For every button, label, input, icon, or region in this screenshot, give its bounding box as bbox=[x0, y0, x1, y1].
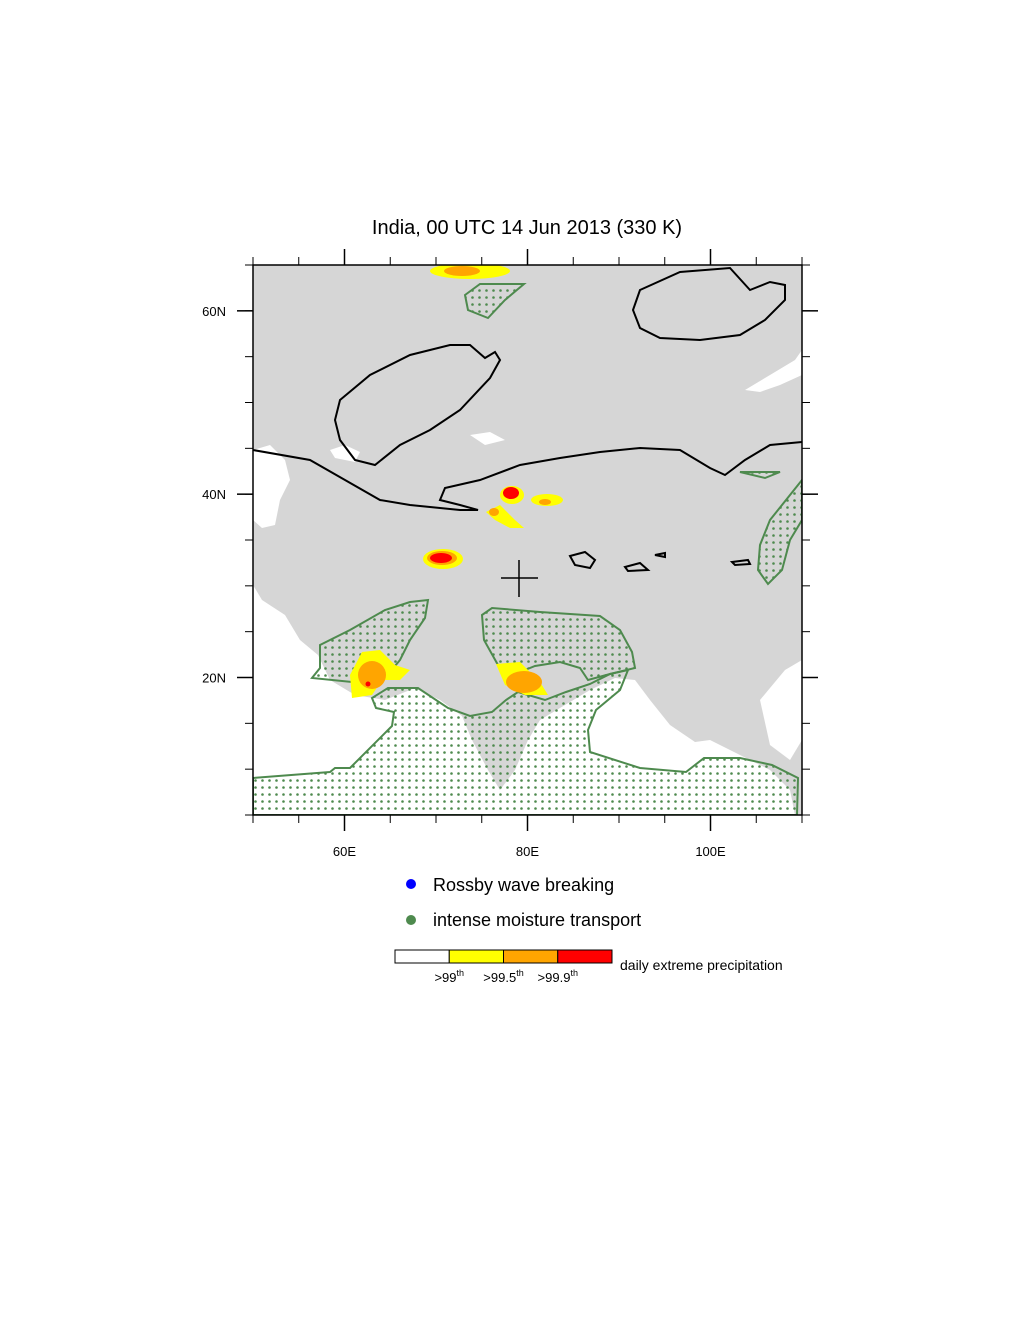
map-feature bbox=[430, 553, 452, 563]
map-feature bbox=[739, 471, 781, 480]
colorbar-box bbox=[503, 949, 559, 964]
x-tick-label: 100E bbox=[695, 844, 726, 859]
colorbar-label-base: >99.5 bbox=[483, 970, 516, 985]
map-feature bbox=[501, 560, 538, 597]
colorbar-label: >99th bbox=[434, 968, 464, 985]
x-tick-label: 80E bbox=[516, 844, 539, 859]
colorbar-title: daily extreme precipitation bbox=[620, 957, 783, 973]
map-feature bbox=[253, 445, 290, 528]
colorbar-box bbox=[557, 949, 613, 964]
colorbar-label-base: >99 bbox=[434, 970, 456, 985]
map-feature bbox=[365, 681, 371, 687]
colorbar-label-base: >99.9 bbox=[538, 970, 571, 985]
colorbar-label-sup: th bbox=[570, 968, 578, 978]
x-tick-label: 60E bbox=[333, 844, 356, 859]
colorbar-box bbox=[394, 949, 450, 964]
y-tick-label: 40N bbox=[202, 487, 226, 502]
map-feature bbox=[444, 266, 480, 276]
map-feature bbox=[253, 266, 802, 573]
map-feature bbox=[654, 551, 666, 559]
map-feature bbox=[503, 487, 519, 499]
map-feature bbox=[623, 561, 651, 573]
legend-label: Rossby wave breaking bbox=[433, 875, 614, 895]
map-feature bbox=[539, 499, 551, 505]
map-feature bbox=[253, 441, 802, 511]
map-feature bbox=[729, 558, 752, 567]
map-title: India, 00 UTC 14 Jun 2013 (330 K) bbox=[372, 217, 682, 239]
map-feature bbox=[568, 550, 597, 570]
map-feature bbox=[756, 478, 802, 586]
colorbar-label-sup: th bbox=[516, 968, 524, 978]
map-feature bbox=[489, 508, 499, 516]
map-feature bbox=[253, 283, 802, 815]
map-feature bbox=[350, 265, 563, 698]
colorbar-label-sup: th bbox=[457, 968, 465, 978]
map-feature bbox=[333, 344, 502, 467]
colorbar-box bbox=[448, 949, 504, 964]
legend-marker bbox=[406, 879, 416, 889]
map-feature bbox=[253, 668, 800, 815]
map-feature bbox=[253, 640, 300, 690]
map-feature bbox=[358, 661, 386, 689]
ticks: 60E 80E 100E 60N 40N 20N bbox=[202, 249, 818, 859]
map-feature bbox=[463, 283, 527, 320]
map-body bbox=[253, 265, 802, 815]
map-feature bbox=[631, 266, 786, 342]
map-feature bbox=[745, 350, 802, 392]
y-tick-label: 20N bbox=[202, 671, 226, 686]
y-tick-label: 60N bbox=[202, 304, 226, 319]
colorbar: >99th >99.5th >99.9th bbox=[394, 949, 613, 985]
map-feature bbox=[760, 660, 802, 760]
colorbar-label: >99.5th bbox=[483, 968, 523, 985]
legend-label: intense moisture transport bbox=[433, 910, 641, 930]
map-feature bbox=[310, 598, 430, 684]
map-feature bbox=[470, 432, 505, 445]
map-feature bbox=[506, 671, 542, 693]
legend-marker bbox=[406, 915, 416, 925]
colorbar-label: >99.9th bbox=[538, 968, 578, 985]
